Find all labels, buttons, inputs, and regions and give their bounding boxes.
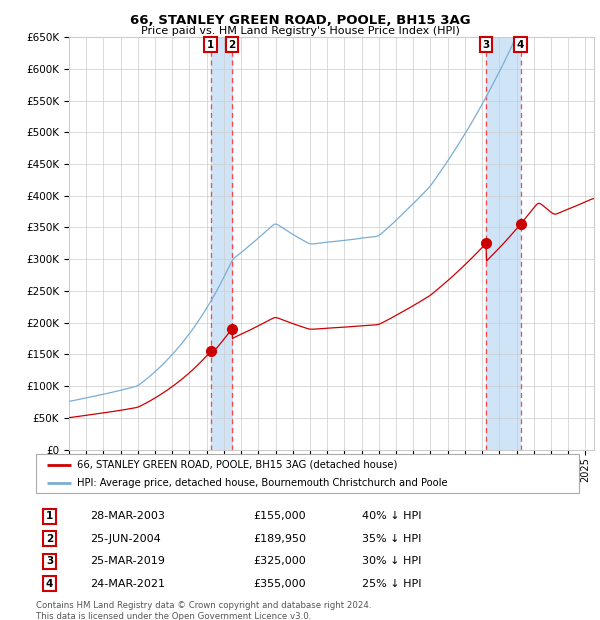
Text: 2: 2 — [46, 534, 53, 544]
Text: Price paid vs. HM Land Registry's House Price Index (HPI): Price paid vs. HM Land Registry's House … — [140, 26, 460, 36]
Text: 35% ↓ HPI: 35% ↓ HPI — [362, 534, 421, 544]
Text: £155,000: £155,000 — [253, 511, 306, 521]
Text: 25-JUN-2004: 25-JUN-2004 — [91, 534, 161, 544]
Text: 1: 1 — [46, 511, 53, 521]
Text: 24-MAR-2021: 24-MAR-2021 — [91, 578, 166, 589]
Text: £355,000: £355,000 — [253, 578, 306, 589]
Text: 25-MAR-2019: 25-MAR-2019 — [91, 556, 165, 566]
Text: 40% ↓ HPI: 40% ↓ HPI — [362, 511, 421, 521]
Text: This data is licensed under the Open Government Licence v3.0.: This data is licensed under the Open Gov… — [36, 612, 311, 620]
Bar — [486, 37, 520, 450]
Text: 66, STANLEY GREEN ROAD, POOLE, BH15 3AG: 66, STANLEY GREEN ROAD, POOLE, BH15 3AG — [130, 14, 470, 27]
Text: 4: 4 — [46, 578, 53, 589]
FancyBboxPatch shape — [36, 454, 579, 493]
Text: HPI: Average price, detached house, Bournemouth Christchurch and Poole: HPI: Average price, detached house, Bour… — [77, 478, 448, 488]
Text: 2: 2 — [229, 40, 236, 50]
Text: 30% ↓ HPI: 30% ↓ HPI — [362, 556, 421, 566]
Text: 28-MAR-2003: 28-MAR-2003 — [91, 511, 165, 521]
Text: 4: 4 — [517, 40, 524, 50]
Text: £189,950: £189,950 — [253, 534, 306, 544]
Text: 3: 3 — [482, 40, 490, 50]
Text: 3: 3 — [46, 556, 53, 566]
Text: 1: 1 — [207, 40, 214, 50]
Text: £325,000: £325,000 — [253, 556, 306, 566]
Bar — [211, 37, 232, 450]
Text: 66, STANLEY GREEN ROAD, POOLE, BH15 3AG (detached house): 66, STANLEY GREEN ROAD, POOLE, BH15 3AG … — [77, 460, 397, 470]
Text: Contains HM Land Registry data © Crown copyright and database right 2024.: Contains HM Land Registry data © Crown c… — [36, 601, 371, 611]
Text: 25% ↓ HPI: 25% ↓ HPI — [362, 578, 421, 589]
